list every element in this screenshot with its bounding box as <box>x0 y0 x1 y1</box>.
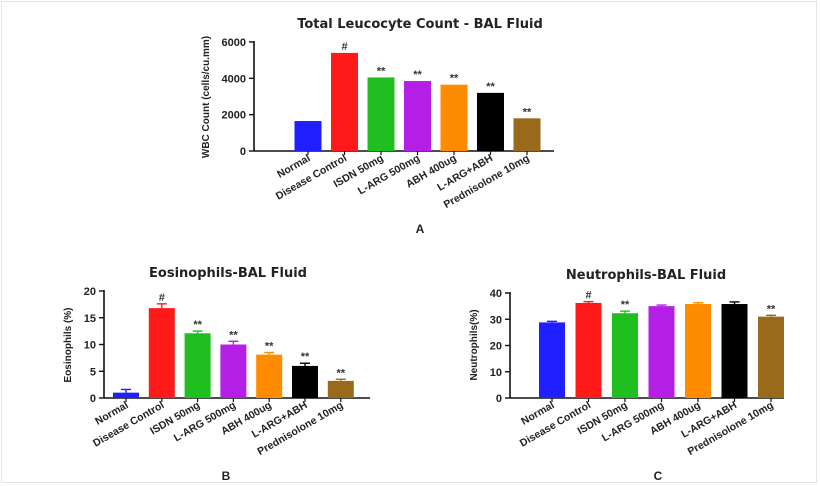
significance-annotation: ** <box>486 81 495 93</box>
y-tick-label: 2000 <box>222 110 246 122</box>
y-axis-label: WBC Count (cells/cu.mm) <box>201 36 212 158</box>
y-tick-label: 30 <box>490 314 502 326</box>
chart-title: Total Leucocyte Count - BAL Fluid <box>297 17 543 32</box>
bar <box>721 304 748 398</box>
bar <box>292 365 318 398</box>
panel-label: C <box>654 469 663 483</box>
y-tick-label: 0 <box>496 393 502 405</box>
y-tick-label: 10 <box>84 340 96 352</box>
bar <box>113 392 139 398</box>
y-tick-label: 40 <box>490 288 502 300</box>
y-tick-label: 0 <box>90 393 96 405</box>
y-tick-label: 20 <box>490 341 502 353</box>
significance-annotation: ** <box>523 106 532 118</box>
bar <box>367 77 395 151</box>
significance-annotation: ** <box>413 69 422 81</box>
y-tick-label: 5 <box>90 366 96 378</box>
significance-annotation: ** <box>265 341 274 353</box>
bar <box>539 322 565 398</box>
bar <box>327 380 354 398</box>
panel-label: A <box>416 222 425 236</box>
significance-annotation: ** <box>301 351 310 363</box>
bar <box>648 306 675 398</box>
significance-annotation: ** <box>337 367 346 379</box>
panel-label: B <box>222 469 231 483</box>
bar <box>477 92 504 151</box>
y-tick-label: 0 <box>240 146 246 158</box>
y-tick-label: 10 <box>490 367 502 379</box>
bar <box>440 84 468 151</box>
y-axis-label: Eosinophils (%) <box>63 308 74 383</box>
bar <box>331 52 358 151</box>
bar <box>685 304 711 398</box>
y-tick-label: 15 <box>84 313 96 325</box>
bar <box>575 302 602 398</box>
bar <box>513 118 541 151</box>
significance-annotation: ** <box>621 299 630 311</box>
bar <box>148 308 175 398</box>
significance-annotation: ** <box>377 65 386 77</box>
bar <box>256 354 283 398</box>
y-tick-label: 6000 <box>222 37 246 49</box>
significance-annotation: ** <box>767 303 776 315</box>
bar <box>612 313 638 398</box>
significance-annotation: ** <box>229 329 238 341</box>
bar <box>404 81 431 151</box>
significance-annotation: # <box>585 290 591 302</box>
significance-annotation: # <box>341 41 347 53</box>
significance-annotation: # <box>159 292 165 304</box>
chart-title: Eosinophils-BAL Fluid <box>149 266 307 281</box>
y-tick-label: 20 <box>84 286 96 298</box>
y-tick-label: 4000 <box>222 73 246 85</box>
y-axis-label: Neutrophils(%) <box>469 309 480 380</box>
bar <box>294 121 322 151</box>
bar <box>220 344 247 398</box>
bar <box>758 316 784 398</box>
bar <box>184 333 211 398</box>
significance-annotation: ** <box>450 73 459 85</box>
significance-annotation: ** <box>193 319 202 331</box>
chart-title: Neutrophils-BAL Fluid <box>566 268 726 283</box>
